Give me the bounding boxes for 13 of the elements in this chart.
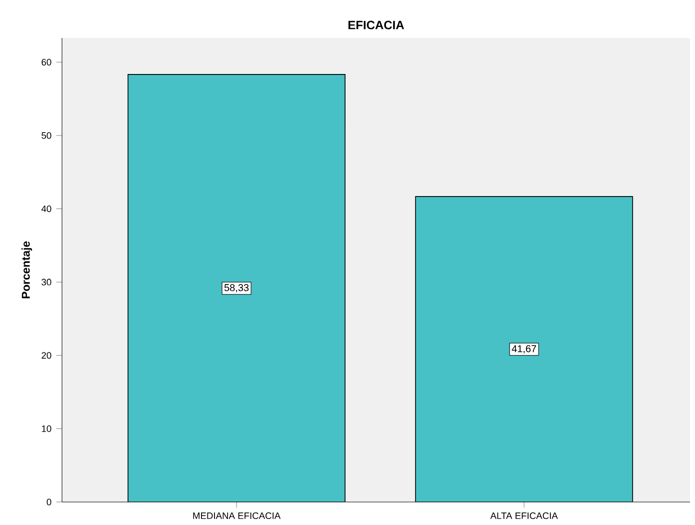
- y-axis-title: Porcentaje: [21, 241, 32, 298]
- y-tick-label: 10: [42, 425, 52, 432]
- y-tick-label: 30: [42, 278, 52, 286]
- y-tick-label: 40: [41, 206, 52, 212]
- x-tick-label: ALTA EFICACIA: [490, 512, 558, 519]
- chart-title: EFICACIA: [348, 20, 404, 30]
- y-tick-label: 0: [46, 498, 52, 506]
- data-label: 41,67: [512, 345, 536, 354]
- y-tick-label: 50: [42, 132, 52, 139]
- x-tick-label: MEDIANA EFICACIA: [193, 512, 281, 519]
- y-tick-label: 20: [42, 352, 52, 359]
- y-tick-label: 60: [42, 58, 52, 66]
- data-label: 58,33: [224, 284, 249, 292]
